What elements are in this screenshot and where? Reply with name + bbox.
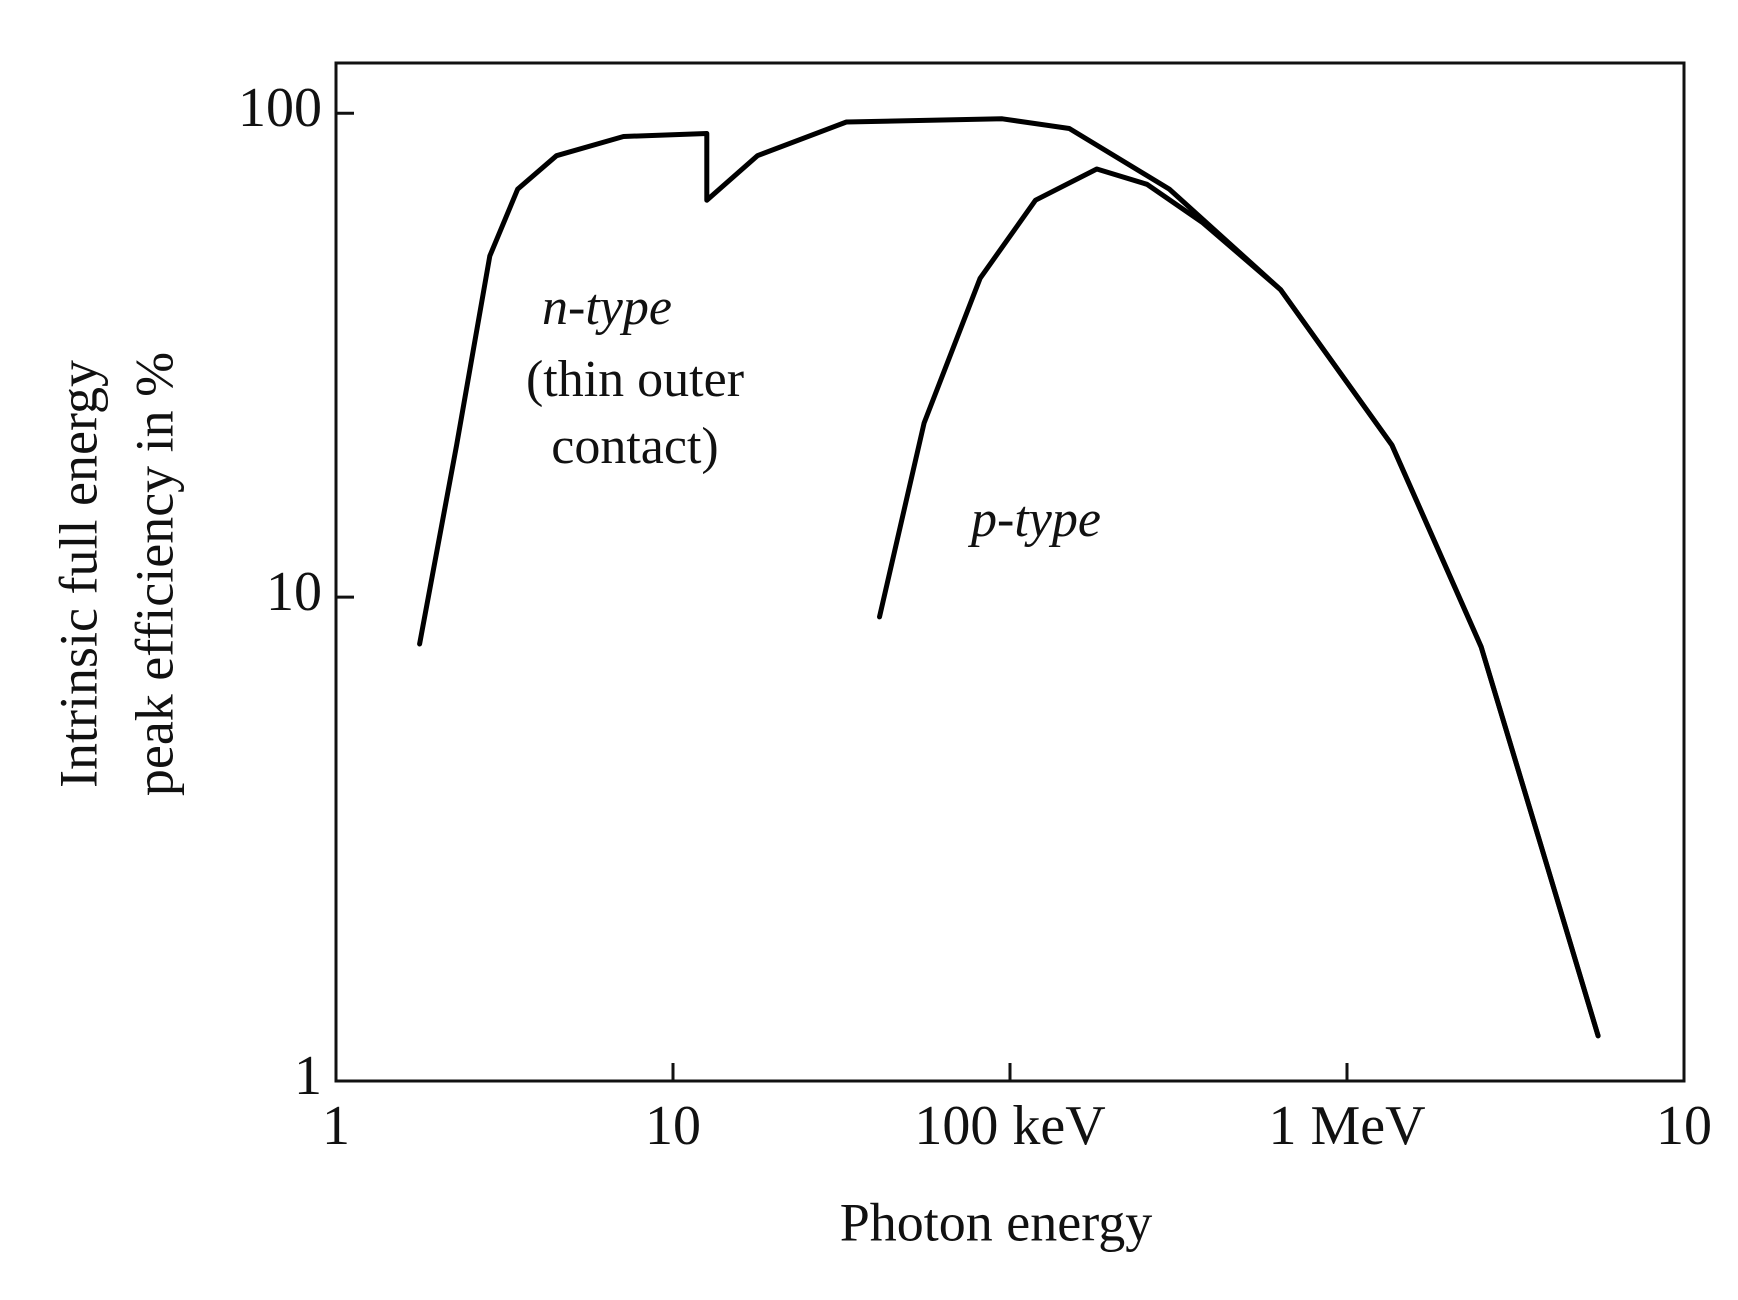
y-axis-label-line: peak efficiency in % <box>124 352 184 796</box>
annotation: n-type <box>542 279 672 336</box>
y-axis-label: Intrinsic full energy peak efficiency in… <box>48 352 184 796</box>
x-tick-label: 10 <box>1656 1095 1712 1157</box>
x-tick-label: 1 <box>322 1095 350 1157</box>
x-axis-label: Photon energy <box>840 1192 1152 1252</box>
series-line <box>417 116 1601 1039</box>
annotation: contact) <box>551 418 718 475</box>
annotation: (thin outer <box>526 351 744 408</box>
x-tick-label: 1 MeV <box>1268 1095 1425 1157</box>
x-tick-label: 10 <box>645 1095 701 1157</box>
y-tick-label: 10 <box>266 561 322 623</box>
series-line <box>877 166 1601 1039</box>
y-tick-label: 1 <box>294 1045 322 1107</box>
annotation: p-type <box>967 491 1101 548</box>
plot-frame <box>334 61 1686 1083</box>
x-tick-label: 100 keV <box>914 1095 1105 1157</box>
y-axis-label-line: Intrinsic full energy <box>48 360 108 788</box>
y-tick-label: 100 <box>238 77 322 139</box>
